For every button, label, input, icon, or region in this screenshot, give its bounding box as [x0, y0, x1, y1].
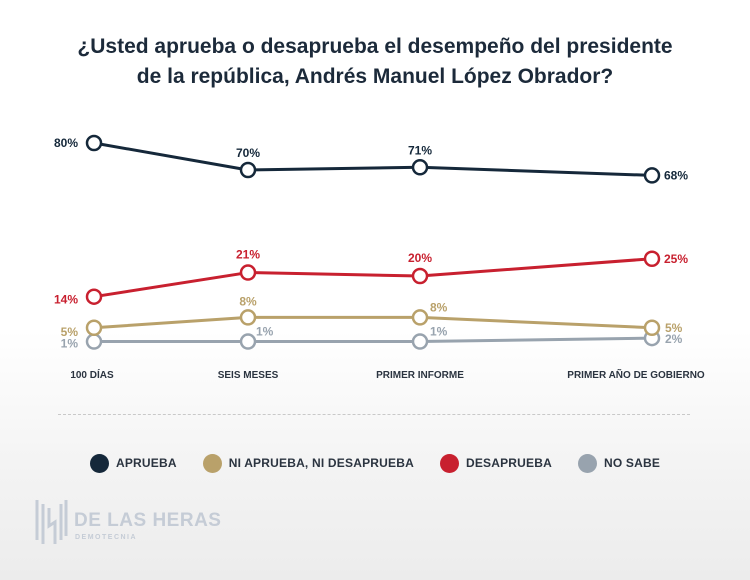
chart-title-line-2: de la república, Andrés Manuel López Obr… — [136, 65, 614, 88]
data-label-aprueba-2: 70% — [236, 146, 260, 160]
data-point-no-sabe-3 — [411, 333, 429, 350]
chart-title: ¿Usted aprueba o desaprueba el desempeño… — [0, 32, 750, 92]
category-label-1: 100 DÍAS — [70, 368, 114, 381]
data-point-desaprueba-4 — [643, 250, 661, 267]
legend-swatch-aprueba — [89, 453, 109, 473]
data-point-ni-aprueba-ni-desaprueba-1 — [85, 319, 103, 336]
legend-item-aprueba: APRUEBA — [89, 453, 177, 473]
data-point-aprueba-3 — [411, 159, 429, 176]
data-label-desaprueba-1: 14% — [54, 293, 78, 307]
data-label-aprueba-1: 80% — [54, 136, 78, 150]
legend-label-no-sabe: NO SABE — [603, 456, 661, 470]
divider — [58, 414, 690, 415]
brand-logo: DE LAS HERAS DEMOTECNIA — [34, 494, 234, 550]
data-point-ni-aprueba-ni-desaprueba-3 — [411, 309, 429, 326]
data-point-desaprueba-3 — [411, 267, 429, 285]
data-point-ni-aprueba-ni-desaprueba-4 — [643, 319, 661, 336]
category-label-4: PRIMER AÑO DE GOBIERNO — [567, 368, 705, 381]
data-label-no-sabe-2: 1% — [256, 325, 274, 339]
data-point-aprueba-4 — [643, 167, 661, 184]
legend-label-ni-aprueba-ni-desaprueba: NI APRUEBA, NI DESAPRUEBA — [228, 456, 414, 470]
logo-name: DE LAS HERAS — [74, 510, 222, 531]
series-line-aprueba — [93, 141, 653, 177]
legend-label-desaprueba: DESAPRUEBA — [465, 456, 552, 470]
data-label-no-sabe-4: 2% — [665, 332, 683, 346]
data-label-aprueba-3: 71% — [408, 143, 432, 157]
data-label-ni-aprueba-ni-desaprueba-1: 5% — [61, 325, 79, 339]
data-label-ni-aprueba-ni-desaprueba-4: 5% — [665, 321, 683, 335]
data-label-desaprueba-2: 21% — [236, 248, 260, 262]
data-point-desaprueba-2 — [239, 264, 257, 281]
category-label-2: SEIS MESES — [218, 370, 279, 381]
data-label-no-sabe-3: 1% — [430, 325, 448, 339]
legend-item-ni-aprueba-ni-desaprueba: NI APRUEBA, NI DESAPRUEBA — [202, 453, 414, 473]
data-label-aprueba-4: 68% — [664, 168, 688, 182]
legend-swatch-ni-aprueba-ni-desaprueba — [202, 453, 222, 473]
legend-label-aprueba: APRUEBA — [115, 456, 177, 470]
category-label-3: PRIMER INFORME — [376, 370, 464, 381]
logo-mark-icon — [35, 500, 68, 544]
data-label-desaprueba-4: 25% — [664, 252, 688, 266]
data-point-ni-aprueba-ni-desaprueba-2 — [239, 309, 257, 326]
data-point-desaprueba-1 — [85, 288, 103, 305]
series-line-ni-aprueba-ni-desaprueba — [93, 315, 653, 330]
series-line-no-sabe — [94, 336, 653, 344]
legend-swatch-desaprueba — [439, 453, 459, 473]
data-point-no-sabe-1 — [85, 333, 103, 350]
legend-swatch-no-sabe — [577, 453, 597, 473]
legend-item-desaprueba: DESAPRUEBA — [439, 453, 552, 473]
data-point-aprueba-2 — [239, 161, 257, 179]
data-label-ni-aprueba-ni-desaprueba-2: 8% — [239, 294, 257, 308]
chart-title-line-1: ¿Usted aprueba o desaprueba el desempeño… — [77, 35, 673, 58]
data-label-no-sabe-1: 1% — [61, 337, 79, 351]
legend: APRUEBA NI APRUEBA, NI DESAPRUEBA DESAPR… — [0, 450, 750, 476]
data-point-aprueba-1 — [85, 134, 103, 152]
data-point-no-sabe-2 — [239, 333, 257, 350]
data-label-ni-aprueba-ni-desaprueba-3: 8% — [430, 300, 448, 314]
series-line-desaprueba — [93, 257, 653, 299]
legend-item-no-sabe: NO SABE — [577, 453, 661, 473]
line-chart: 1%1% 1%2%5%8% 8%5%14%21% 20% 25%80%70% 71%68%… — [54, 134, 705, 381]
logo-subtitle: DEMOTECNIA — [75, 534, 138, 541]
data-label-desaprueba-3: 20% — [408, 251, 432, 265]
